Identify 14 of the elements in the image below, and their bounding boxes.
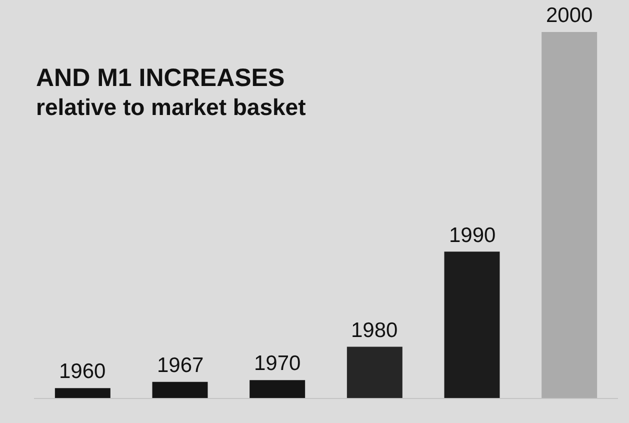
- x-tick-label: 2000: [546, 4, 593, 27]
- bar: [346, 346, 402, 398]
- bar: [54, 388, 110, 398]
- x-tick-label: 1960: [59, 360, 106, 383]
- x-tick-label: 1967: [157, 354, 204, 377]
- bar: [152, 382, 208, 398]
- text: relative to market basket: [36, 94, 306, 120]
- x-tick-label: 1980: [351, 319, 398, 342]
- text: AND M1 INCREASES: [36, 64, 285, 92]
- bar: [250, 380, 306, 398]
- bar: [444, 252, 500, 398]
- bar: [542, 32, 598, 398]
- x-tick-label: 1990: [449, 224, 496, 247]
- x-tick-label: 1970: [254, 352, 301, 375]
